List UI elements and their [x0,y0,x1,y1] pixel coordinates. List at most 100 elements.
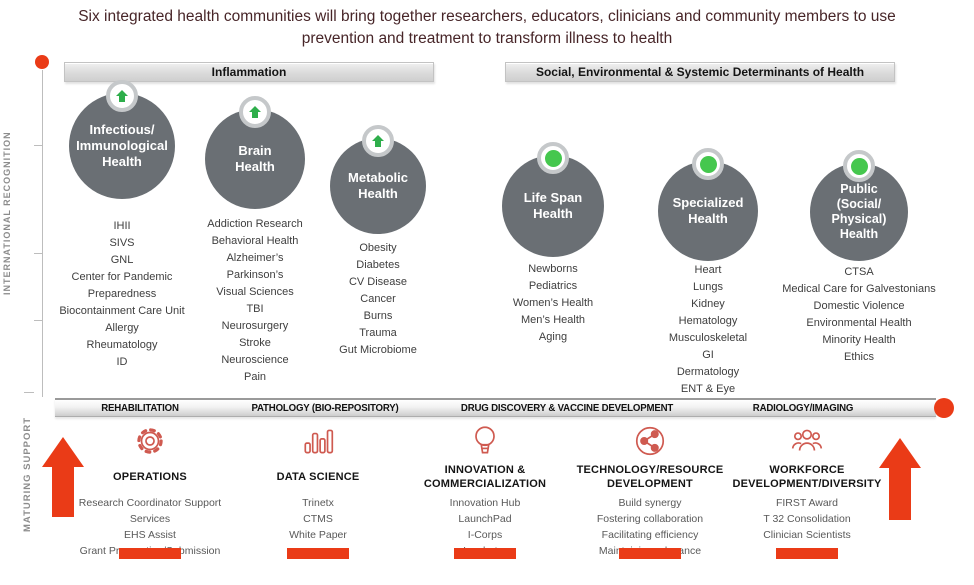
community-items-lifespan: Newborns Pediatrics Women’s Health Men’s He… [468,261,638,346]
list-item: CTSA [844,266,874,278]
list-item: Women’s Health [512,297,594,309]
support-underline-operations [119,548,181,559]
list-item: ID [116,356,128,368]
list-item: Trauma [359,327,397,339]
list-item: Pain [243,371,267,383]
group-header-social-determinants: Social, Environmental & Systemic Determi… [505,62,895,82]
list-item: Obesity [359,242,397,254]
list-item: T 32 Consolidation [763,513,851,525]
green-dot-badge [537,142,569,174]
list-item: Men’s Health [521,314,585,326]
maturing-arrow-right [879,438,921,468]
community-name: Metabolic Health [348,170,408,201]
growth-arrow-badge [239,96,271,128]
list-item: Medical Care for Galvestonians [782,283,936,295]
list-item: GI [702,349,714,361]
list-item: Gut Microbiome [339,344,417,356]
support-column-technology: TECHNOLOGY/RESOURCE DEVELOPMENT Build sy… [560,422,740,559]
list-item: Aging [538,331,568,343]
community-items-metabolic: Obesity Diabetes CV Disease Cancer Burns Trau… [293,240,463,359]
support-column-workforce: WORKFORCE DEVELOPMENT/DIVERSITY FIRST Aw… [717,422,897,543]
list-item: Domestic Violence [813,300,905,312]
support-items: FIRST Award T 32 Consolidation Clinician S… [721,495,893,543]
axis-tick [24,392,34,393]
community-items-specialized: Heart Lungs Kidney Hematology Musculoskeleta… [623,262,793,398]
support-underline-innovation [454,548,516,559]
list-item: White Paper [289,529,347,541]
community-name: Brain Health [235,143,275,174]
green-dot-badge [843,150,875,182]
list-item: Lungs [693,281,723,293]
axis-vertical-line [42,70,43,397]
list-item: Environmental Health [806,317,912,329]
list-item: Pediatrics [528,280,578,292]
support-underline-technology [619,548,681,559]
up-arrow-icon [372,135,384,147]
support-underline-data-science [287,548,349,559]
list-item: Neuroscience [221,354,289,366]
group-header-label: Inflammation [211,65,287,79]
list-item: Center for Pandemic Preparedness [71,271,173,300]
support-column-operations: OPERATIONS Research Coordinator Support … [60,422,240,559]
list-item: Burns [363,310,393,322]
axis-tick [34,320,42,321]
people-icon [789,422,825,460]
list-item: CTMS [303,513,333,525]
page-title: Six integrated health communities will b… [78,8,896,47]
gear-icon [132,422,168,460]
list-item: Fostering collaboration [596,513,704,525]
maturing-arrow-right-shaft [889,467,911,520]
support-title: OPERATIONS [113,470,187,483]
group-header-label: Social, Environmental & Systemic Determi… [535,65,865,79]
community-items-public: CTSA Medical Care for Galvestonians Domest… [774,264,944,366]
community-name: Life Span Health [523,190,583,221]
list-item: Heart [694,264,722,276]
list-item: Kidney [691,298,725,310]
axis-label-maturing-support: MATURING SUPPORT [22,416,33,532]
up-arrow-icon [116,90,128,102]
axis-tick [34,253,42,254]
community-items-infectious: IHII SIVS GNL Center for Pandemic Preparedn… [37,218,207,371]
list-item: Newborns [528,263,578,275]
list-item: Hematology [678,315,738,327]
growth-arrow-badge [106,80,138,112]
list-item: Allergy [105,322,139,334]
list-item: Addiction Research [207,218,303,230]
list-item: LaunchPad [458,513,512,525]
list-item: Ethics [844,351,874,363]
list-item: IHII [113,220,131,232]
core-services-bar: REHABILITATION PATHOLOGY (BIO-REPOSITORY… [55,398,936,417]
list-item: EHS Assist [124,529,176,541]
support-column-data-science: DATA SCIENCE Trinetx CTMS White Paper [228,422,408,543]
list-item: Innovation Hub [449,497,521,509]
list-item: Cancer [360,293,396,305]
maturing-arrow-left [42,437,84,467]
green-dot-icon [544,149,562,167]
core-service-drug-discovery: DRUG DISCOVERY & VACCINE DEVELOPMENT [460,402,674,414]
axis-top-dot [35,55,49,69]
support-underline-workforce [776,548,838,559]
community-items-brain: Addiction Research Behavioral Health Alzhe… [170,216,340,386]
list-item: Facilitating efficiency [601,529,699,541]
list-item: Parkinson’s [226,269,284,281]
list-item: Stroke [239,337,271,349]
core-service-radiology: RADIOLOGY/IMAGING [752,402,854,414]
list-item: Clinician Scientists [763,529,851,541]
list-item: Behavioral Health [211,235,299,247]
community-name: Specialized Health [672,195,744,226]
support-title: INNOVATION & COMMERCIALIZATION [423,463,547,490]
list-item: Trinetx [302,497,334,509]
core-service-rehabilitation: REHABILITATION [101,402,179,414]
list-item: Dermatology [676,366,740,378]
growth-arrow-badge [362,125,394,157]
group-header-inflammation: Inflammation [64,62,434,82]
list-item: Diabetes [356,259,400,271]
support-column-innovation: INNOVATION & COMMERCIALIZATION Innovatio… [395,422,575,559]
list-item: Build synergy [618,497,682,509]
list-item: CV Disease [348,276,408,288]
list-item: Musculoskeletal [668,332,748,344]
community-name: Public (Social/ Physical) Health [831,181,887,242]
axis-label-international-recognition: INTERNATIONAL RECOGNITION [2,131,12,295]
community-name: Infectious/ Immunological Health [76,122,168,169]
